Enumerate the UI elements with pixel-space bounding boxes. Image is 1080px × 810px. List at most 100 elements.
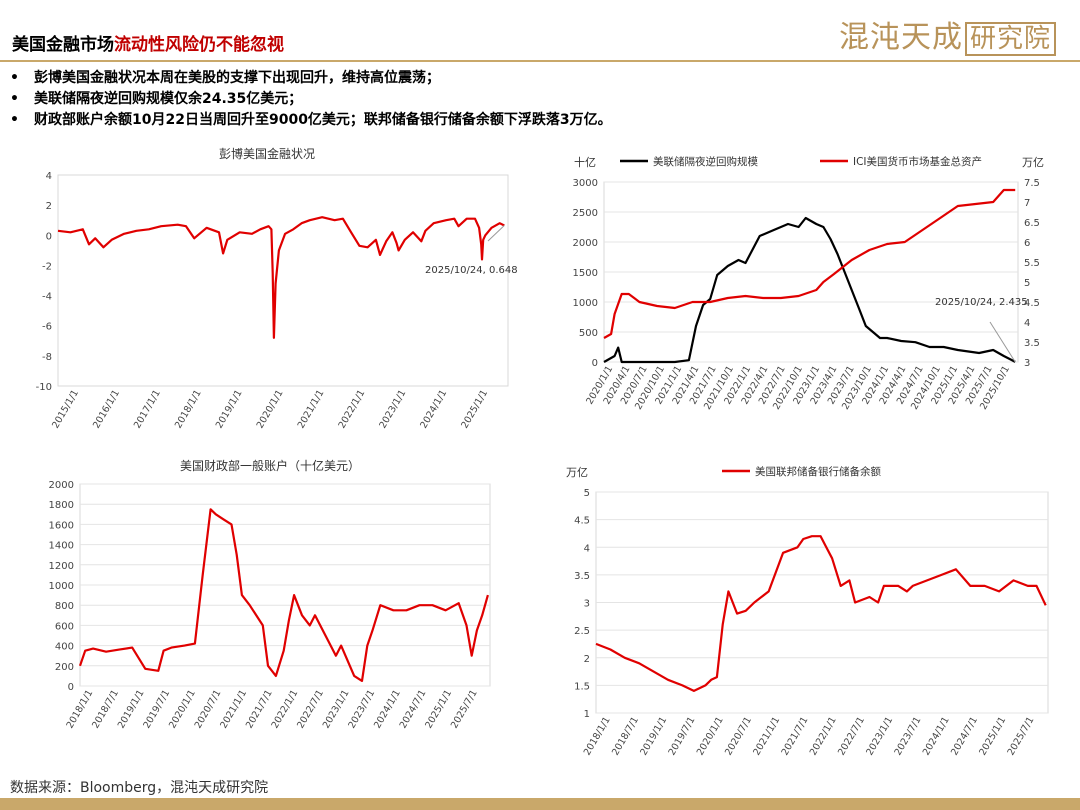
bullet-text: 财政部账户余额10月22日当周回升至9000亿美元；联邦储备银行储备余额下浮跌落… — [34, 112, 612, 128]
y-tick-label: 1.5 — [574, 681, 590, 692]
y-tick-label: 4 — [584, 543, 590, 554]
series-line-0 — [78, 508, 489, 682]
y-tick-label: -6 — [42, 322, 52, 333]
y-right-tick-label: 7 — [1024, 198, 1030, 209]
y-right-tick-label: 5.5 — [1024, 258, 1040, 269]
y-tick-label: 1200 — [49, 561, 74, 572]
x-tick-label: 2025/1/1 — [977, 715, 1008, 757]
chart-title: 美国财政部一般账户（十亿美元） — [180, 458, 360, 473]
annotation-leader — [989, 321, 1016, 363]
bullet-dot: • — [10, 112, 19, 128]
y-tick-label: -10 — [36, 382, 52, 393]
x-tick-label: 2015/1/1 — [50, 388, 81, 430]
title-main: 美国金融市场 — [12, 35, 114, 55]
footer-bar — [0, 798, 1080, 810]
chart-financial-conditions: 彭博美国金融状况 4 2 0 -2 -4 -6 -8 -10 2015/1/1 2016/1/1 20… — [10, 140, 520, 440]
y-tick-label: 5 — [584, 488, 590, 499]
x-tick-label: 2018/1/1 — [582, 715, 613, 757]
brand-logo: 混沌天成 研究院 — [839, 12, 1056, 56]
bullet-text: 美联储隔夜逆回购规模仅余24.35亿美元； — [34, 91, 303, 107]
y-tick-label: 3000 — [573, 178, 598, 189]
series-line-0 — [603, 216, 1016, 364]
plot-frame — [57, 174, 509, 387]
y-tick-label: 3 — [584, 599, 590, 610]
x-tick-label: 2020/1/1 — [255, 388, 286, 430]
x-tick-label: 2025/1/1 — [459, 388, 490, 430]
slide-header: 美国金融市场流动性风险仍不能忽视 混沌天成 研究院 — [0, 0, 1080, 62]
y-tick-label: 4.5 — [574, 516, 590, 527]
y-tick-label: 800 — [55, 601, 74, 612]
y-tick-label: 2000 — [49, 480, 74, 491]
x-tick-label: 2022/7/1 — [836, 715, 867, 757]
bullet-text: 彭博美国金融状况本周在美股的支撑下出现回升，维持高位震荡； — [34, 70, 440, 86]
x-tick-label: 2018/1/1 — [173, 388, 204, 430]
series-line-0 — [57, 216, 505, 339]
chart-reserve-balances-svg: 54.543.532.521.51万亿2018/1/12018/7/12019/… — [566, 465, 1049, 757]
title-highlight: 流动性风险仍不能忽视 — [114, 35, 284, 55]
y-tick-label: 1800 — [49, 500, 74, 511]
x-tick-label: 2023/1/1 — [864, 715, 895, 757]
y-tick-label: 1000 — [573, 298, 598, 309]
bullet-dot: • — [10, 70, 19, 86]
y-tick-label: -4 — [42, 292, 52, 303]
logo-box-text: 研究院 — [964, 22, 1056, 56]
x-tick-label: 2022/1/1 — [337, 388, 368, 430]
x-tick-label: 2017/1/1 — [132, 388, 163, 430]
chart-title: 彭博美国金融状况 — [219, 146, 315, 161]
y-tick-label: 1 — [584, 709, 590, 720]
x-tick-label: 2025/7/1 — [1006, 715, 1037, 757]
chart-reserve-balances: 5 4.5 4 3.5 3 2.5 2 1.5 1 万亿 2018/1/1 2018/7/1 2019/… — [540, 450, 1075, 770]
y-tick-label: 2.5 — [574, 626, 590, 637]
y-axis-unit-left: 万亿 — [566, 466, 588, 479]
x-tick-label: 2022/1/1 — [808, 715, 839, 757]
summary-bullets: • 彭博美国金融状况本周在美股的支撑下出现回升，维持高位震荡； • 美联储隔夜逆回购… — [10, 68, 612, 131]
y-tick-label: 1400 — [49, 541, 74, 552]
y-right-tick-label: 4.5 — [1024, 298, 1040, 309]
y-tick-label: -2 — [42, 261, 52, 272]
y-tick-label: -8 — [42, 352, 52, 363]
y-tick-label: 3.5 — [574, 571, 590, 582]
chart-reverse-repo-svg: 3000 2500 2000 1500 1000 500 0 7.5 7 6.5 6 5.5 5 4.5 4… — [573, 155, 1044, 412]
x-tick-label: 2018/7/1 — [610, 715, 641, 757]
y-right-tick-label: 6.5 — [1024, 218, 1040, 229]
x-tick-label: 2021/1/1 — [751, 715, 782, 757]
x-tick-label: 2016/1/1 — [91, 388, 122, 430]
x-tick-label: 2021/1/1 — [296, 388, 327, 430]
x-tick-label: 2019/1/1 — [214, 388, 245, 430]
x-tick-label: 2021/7/1 — [780, 715, 811, 757]
annotation-leader — [487, 225, 505, 242]
x-tick-label: 2023/7/1 — [893, 715, 924, 757]
bullet-item: • 彭博美国金融状况本周在美股的支撑下出现回升，维持高位震荡； — [10, 68, 612, 89]
x-tick-label: 2024/1/1 — [921, 715, 952, 757]
slide-title: 美国金融市场流动性风险仍不能忽视 — [12, 30, 284, 55]
y-tick-label: 4 — [46, 171, 52, 182]
x-tick-label: 2024/1/1 — [418, 388, 449, 430]
y-tick-label: 500 — [579, 328, 598, 339]
chart-treasury-account: 美国财政部一般账户（十亿美元） 2000 1800 1600 1400 1200 1000 8… — [10, 450, 520, 770]
annotation-label: 2025/10/24, 0.648 — [425, 265, 518, 276]
y-right-tick-label: 7.5 — [1024, 178, 1040, 189]
y-right-tick-label: 5 — [1024, 278, 1030, 289]
data-source-footer: 数据来源：Bloomberg，混沌天成研究院 — [10, 780, 269, 796]
x-tick-label: 2020/7/1 — [723, 715, 754, 757]
logo-text: 混沌天成 — [838, 20, 963, 55]
x-tick-label: 2024/7/1 — [949, 715, 980, 757]
y-tick-label: 600 — [55, 621, 74, 632]
y-tick-label: 0 — [592, 358, 598, 369]
y-right-tick-label: 3 — [1024, 358, 1030, 369]
legend-label: 美联储隔夜逆回购规模 — [653, 155, 758, 168]
legend-label: ICI美国货币市场基金总资产 — [853, 155, 982, 168]
y-right-tick-label: 6 — [1024, 238, 1030, 249]
y-tick-label: 2500 — [573, 208, 598, 219]
x-tick-label: 2020/1/1 — [695, 715, 726, 757]
y-right-tick-label: 3.5 — [1024, 338, 1040, 349]
y-tick-label: 1600 — [49, 520, 74, 531]
bullet-dot: • — [10, 91, 19, 107]
y-axis-unit-right: 万亿 — [1022, 156, 1044, 169]
y-tick-label: 1500 — [573, 268, 598, 279]
y-tick-label: 2 — [584, 654, 590, 665]
y-tick-label: 200 — [55, 662, 74, 673]
chart-treasury-account-svg: 美国财政部一般账户（十亿美元）2000180016001400120010008… — [49, 458, 491, 730]
series-line-0 — [595, 535, 1047, 692]
bullet-item: • 财政部账户余额10月22日当周回升至9000亿美元；联邦储备银行储备余额下浮跌… — [10, 110, 612, 131]
